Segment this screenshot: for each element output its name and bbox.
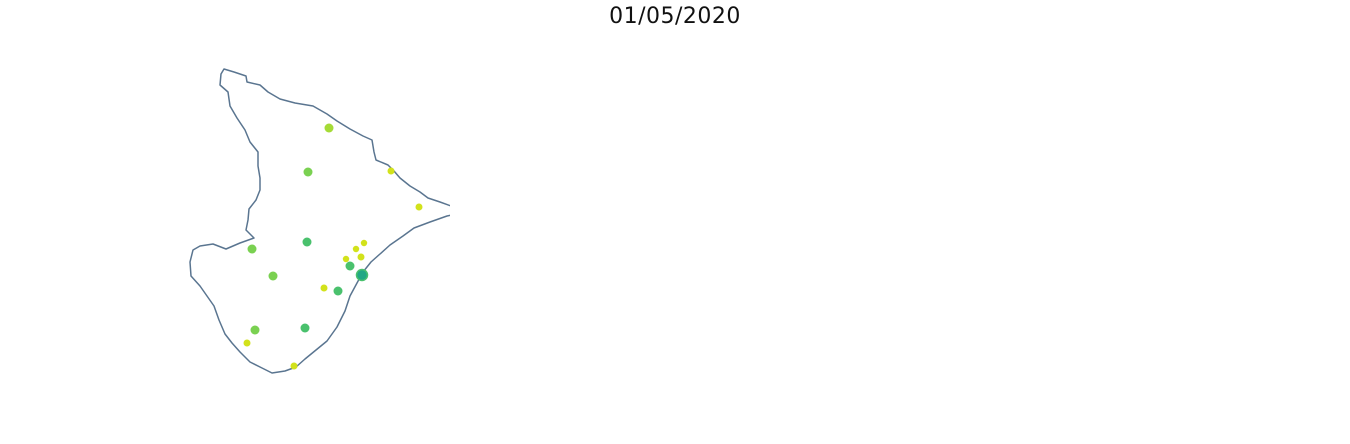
map-point (247, 244, 257, 254)
points-map-panel (0, 0, 450, 444)
map-point (355, 268, 369, 282)
points-map (189, 68, 450, 374)
map-point (300, 323, 310, 333)
map-point (250, 325, 260, 335)
map-point (387, 167, 395, 175)
map-point (303, 167, 313, 177)
map-point (342, 255, 350, 263)
choropleth-map (450, 0, 900, 444)
map-point (357, 253, 365, 261)
map-point (345, 261, 355, 271)
map-point (290, 362, 298, 370)
state-outline (189, 68, 450, 374)
map-point (320, 284, 328, 292)
map-point (333, 286, 343, 296)
highlight-map-panel (900, 0, 1350, 444)
map-title: 01/05/2020 (609, 4, 741, 29)
map-point (268, 271, 278, 281)
map-point (360, 239, 368, 247)
map-point (324, 123, 334, 133)
map-point (302, 237, 312, 247)
map-point (352, 245, 360, 253)
map-point (243, 339, 251, 347)
choropleth-map-panel (450, 0, 900, 444)
highlight-map (900, 0, 1350, 444)
map-point (415, 203, 423, 211)
